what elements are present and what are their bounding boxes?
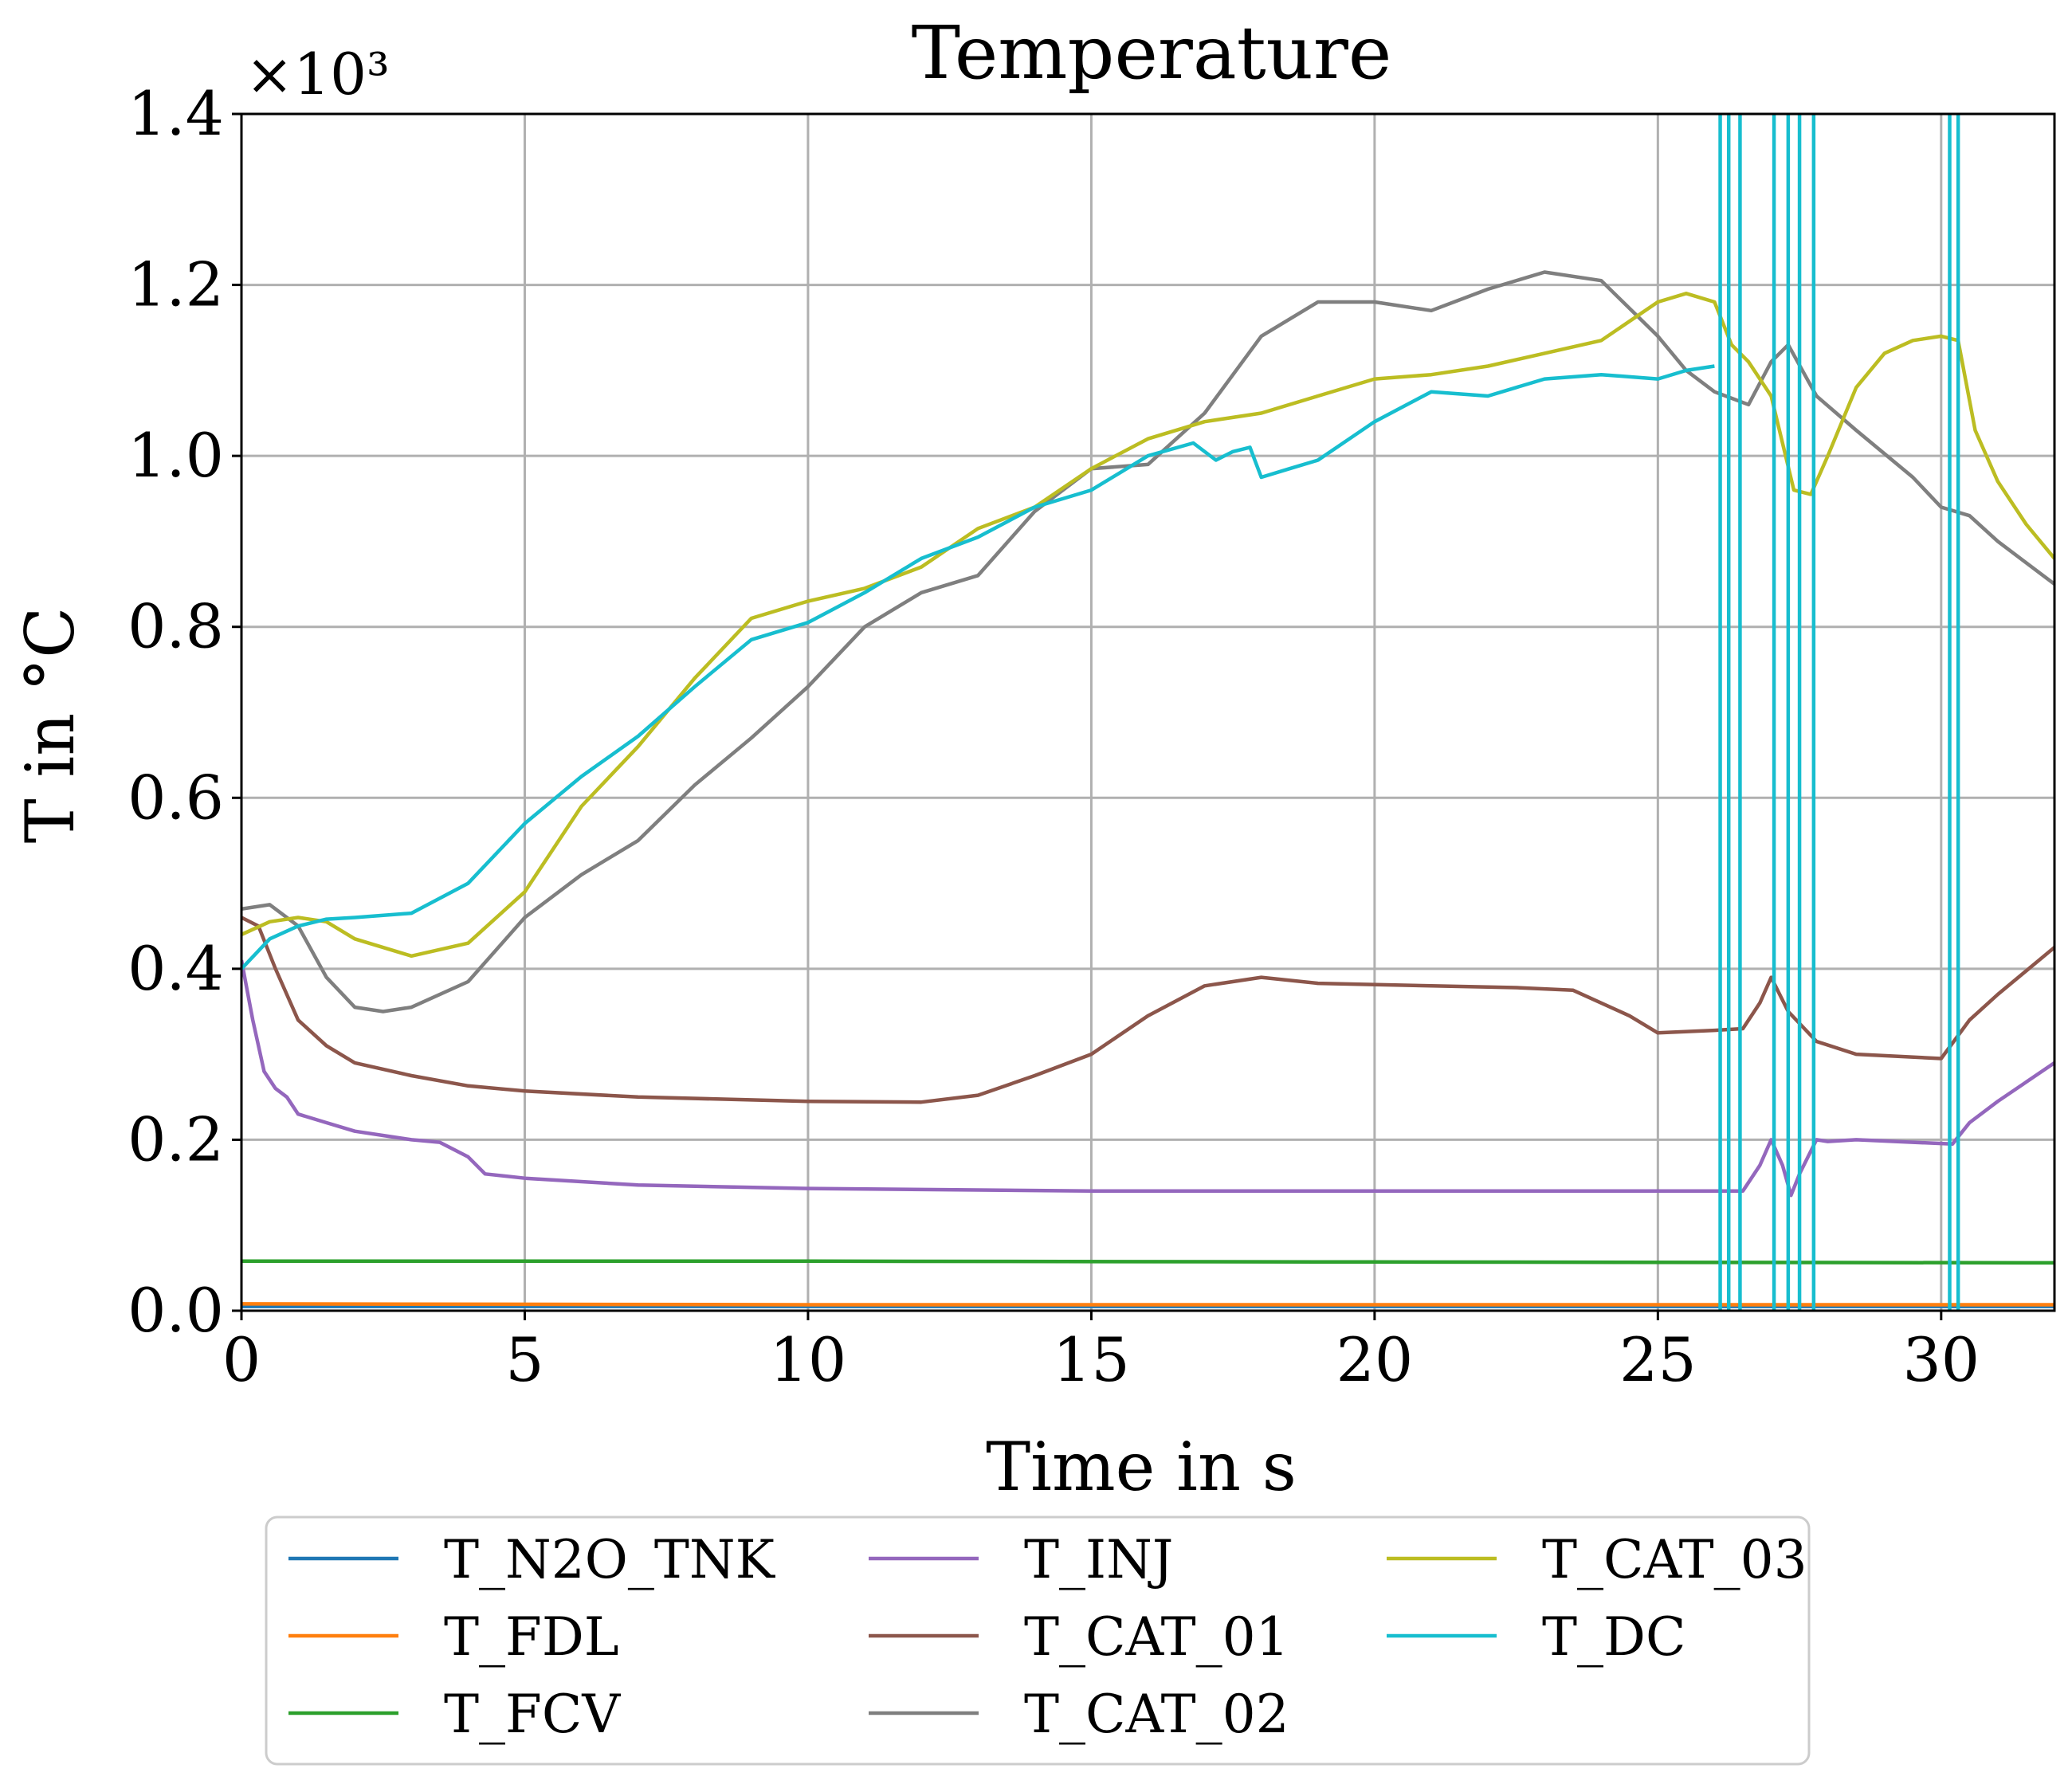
chart-title: Temperature bbox=[912, 10, 1392, 96]
x-tick-label: 20 bbox=[1336, 1324, 1414, 1395]
legend-label: T_FCV bbox=[444, 1684, 621, 1745]
y-tick-label: 1.4 bbox=[128, 78, 224, 149]
legend-label: T_CAT_01 bbox=[1024, 1606, 1289, 1668]
y-tick-label: 0.0 bbox=[128, 1275, 224, 1346]
y-tick-label: 0.8 bbox=[128, 591, 224, 662]
x-axis-label: Time in s bbox=[986, 1428, 1297, 1506]
x-tick-label: 10 bbox=[770, 1324, 847, 1395]
x-tick-label: 5 bbox=[505, 1324, 544, 1395]
series-line-t-cat-02 bbox=[241, 270, 2054, 1014]
series-line-t-fcv bbox=[241, 1259, 2054, 1265]
plot-frame bbox=[240, 112, 2056, 1312]
series-line-t-cat-03 bbox=[241, 292, 2054, 959]
y-axis-label: T in °C bbox=[11, 607, 89, 844]
x-tick-label: 30 bbox=[1902, 1324, 1980, 1395]
grid-lines bbox=[240, 112, 2054, 1312]
series-lines bbox=[241, 114, 2054, 1311]
legend: T_N2O_TNK T_INJ T_CAT_03 T_FDL T_CAT_01 T_DC T… bbox=[265, 1515, 1811, 1766]
y-tick-label: 0.4 bbox=[128, 933, 224, 1004]
y-tick-label: 0.2 bbox=[128, 1104, 224, 1174]
y-tick-label: 1.2 bbox=[128, 249, 224, 320]
legend-label: T_CAT_03 bbox=[1542, 1529, 1807, 1590]
series-line-t-inj bbox=[241, 959, 2054, 1198]
legend-label: T_DC bbox=[1542, 1606, 1685, 1668]
x-tick-label: 0 bbox=[222, 1324, 261, 1395]
y-tick-label: 1.0 bbox=[128, 420, 224, 491]
axis-ticks: 0 5 10 15 20 25 30 0.0 0.2 0.4 0.6 0.8 1.0 1.2 1.4 bbox=[128, 78, 1980, 1395]
series-line-t-dc bbox=[241, 364, 1715, 970]
legend-label: T_N2O_TNK bbox=[444, 1529, 776, 1590]
legend-label: T_CAT_02 bbox=[1024, 1684, 1289, 1745]
y-multiplier-label: ×10³ bbox=[245, 41, 390, 108]
legend-label: T_FDL bbox=[444, 1606, 619, 1668]
x-tick-label: 25 bbox=[1619, 1324, 1697, 1395]
plot-area bbox=[241, 114, 2054, 1311]
legend-label: T_INJ bbox=[1024, 1529, 1173, 1590]
series-line-t-cat-01 bbox=[241, 916, 2054, 1104]
x-tick-label: 15 bbox=[1053, 1324, 1130, 1395]
legend-frame bbox=[265, 1515, 1811, 1766]
y-tick-label: 0.6 bbox=[128, 762, 224, 833]
